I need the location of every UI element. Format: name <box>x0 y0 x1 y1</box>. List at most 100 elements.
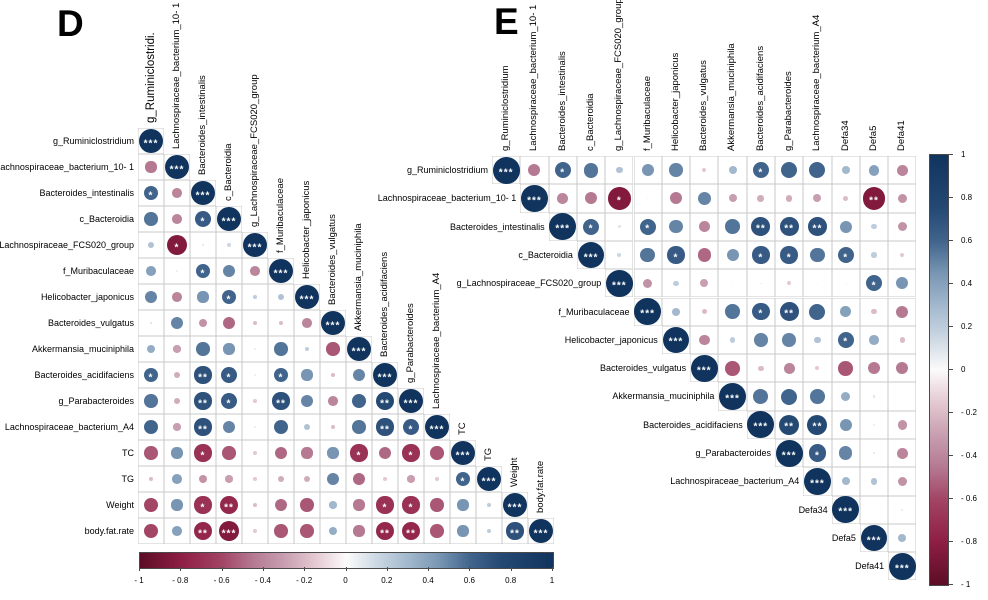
correlation-circle <box>810 247 825 263</box>
matrix-cell <box>746 325 775 355</box>
matrix-cell <box>320 492 346 518</box>
matrix-cell <box>242 492 268 518</box>
correlation-circle <box>476 466 502 492</box>
correlation-circle <box>227 243 231 247</box>
correlation-circle <box>352 472 366 486</box>
significance-stars: ** <box>198 528 208 539</box>
correlation-circle <box>839 220 852 233</box>
matrix-cell <box>190 466 216 492</box>
row-label: Bacteroides_acidifaciens <box>34 370 134 380</box>
significance-stars: *** <box>481 476 497 487</box>
significance-stars: *** <box>611 280 627 292</box>
row-label: Lachnospiraceae_bacterium_A4 <box>4 422 134 432</box>
matrix-cell: * <box>190 206 216 232</box>
panel-d-letter: D <box>57 3 84 44</box>
correlation-circle <box>273 419 289 435</box>
correlation-circle <box>138 128 164 154</box>
matrix-cell <box>690 156 719 185</box>
matrix-cell: *** <box>190 180 216 206</box>
matrix-cell: ** <box>190 388 216 414</box>
significance-stars: * <box>200 216 206 227</box>
matrix-cell: *** <box>718 382 747 411</box>
matrix-cell: ** <box>372 388 398 414</box>
matrix-cell <box>294 492 320 518</box>
matrix-cell <box>888 156 917 185</box>
colorbar-tick-label: 0.2 <box>961 322 973 331</box>
matrix-cell: ** <box>775 212 804 241</box>
correlation-circle <box>844 282 847 285</box>
col-label: Helicobacter_japonicus <box>669 52 681 151</box>
matrix-cell <box>268 414 294 440</box>
matrix-cell <box>268 466 294 492</box>
correlation-circle <box>300 394 314 408</box>
matrix-cell <box>138 258 164 284</box>
significance-stars: * <box>645 223 651 235</box>
correlation-circle <box>294 284 320 310</box>
correlation-circle <box>143 419 159 435</box>
matrix-cell <box>320 414 346 440</box>
correlation-circle <box>634 298 662 326</box>
matrix-cell <box>633 156 662 185</box>
matrix-cell <box>450 492 476 518</box>
significance-stars: * <box>758 308 764 320</box>
matrix-cell <box>859 382 889 411</box>
correlation-circle <box>176 270 178 272</box>
row-label: Weight <box>106 500 134 510</box>
col-label: Bacteroides_intestinalis <box>556 51 568 151</box>
col-label: Defa5 <box>867 125 879 151</box>
correlation-circle <box>669 220 683 234</box>
correlation-circle <box>144 394 158 408</box>
matrix-cell: *** <box>268 258 294 284</box>
row-label: TC <box>122 448 134 458</box>
colorbar-tick-label: 0 <box>961 365 966 374</box>
correlation-circle <box>301 447 313 459</box>
colorbar-tick-label: - 0.6 <box>961 494 978 503</box>
matrix-cell <box>294 310 320 336</box>
matrix-cell <box>346 414 372 440</box>
matrix-cell <box>294 336 320 362</box>
matrix-cell <box>138 232 164 258</box>
colorbar-tick <box>221 567 223 571</box>
row-label: c_Bacteroidia <box>79 214 134 224</box>
significance-stars: * <box>843 336 849 348</box>
significance-stars: *** <box>753 421 769 433</box>
correlation-circle <box>782 333 796 347</box>
matrix-cell: *** <box>831 495 860 524</box>
correlation-circle <box>197 291 209 303</box>
correlation-circle <box>646 197 649 200</box>
correlation-circle <box>662 326 690 354</box>
row-label: Bacteroides_intestinalis <box>39 188 134 198</box>
matrix-cell <box>346 466 372 492</box>
colorbar-tick-label: - 0.4 <box>254 576 271 585</box>
matrix-cell <box>831 297 860 326</box>
correlation-circle <box>376 496 394 514</box>
significance-stars: ** <box>812 421 823 433</box>
matrix-cell <box>888 269 917 298</box>
row-label: g_Lachnospiraceae_FCS020_group <box>0 240 134 250</box>
correlation-circle <box>146 344 156 354</box>
correlation-circle <box>273 367 289 383</box>
correlation-circle <box>843 195 849 202</box>
significance-stars: *** <box>555 223 571 235</box>
significance-stars: * <box>174 242 180 253</box>
matrix-cell <box>718 354 747 383</box>
correlation-circle <box>328 526 338 536</box>
colorbar-tick-label: 0.6 <box>463 576 475 585</box>
correlation-circle <box>726 249 739 262</box>
row-label: g_Parabacteroides <box>58 396 134 406</box>
correlation-circle <box>350 444 368 462</box>
matrix-cell <box>190 310 216 336</box>
matrix-cell <box>746 354 775 383</box>
significance-stars: *** <box>195 190 211 201</box>
correlation-circle <box>144 290 158 304</box>
matrix-cell: * <box>216 388 242 414</box>
matrix-cell <box>859 354 889 383</box>
matrix-cell <box>859 325 889 355</box>
matrix-cell: * <box>190 258 216 284</box>
significance-stars: * <box>460 476 466 487</box>
matrix-cell: * <box>633 212 662 241</box>
significance-stars: ** <box>380 424 390 435</box>
correlation-circle <box>254 348 256 350</box>
colorbar-tick <box>949 326 953 327</box>
matrix-cell: *** <box>216 518 242 544</box>
